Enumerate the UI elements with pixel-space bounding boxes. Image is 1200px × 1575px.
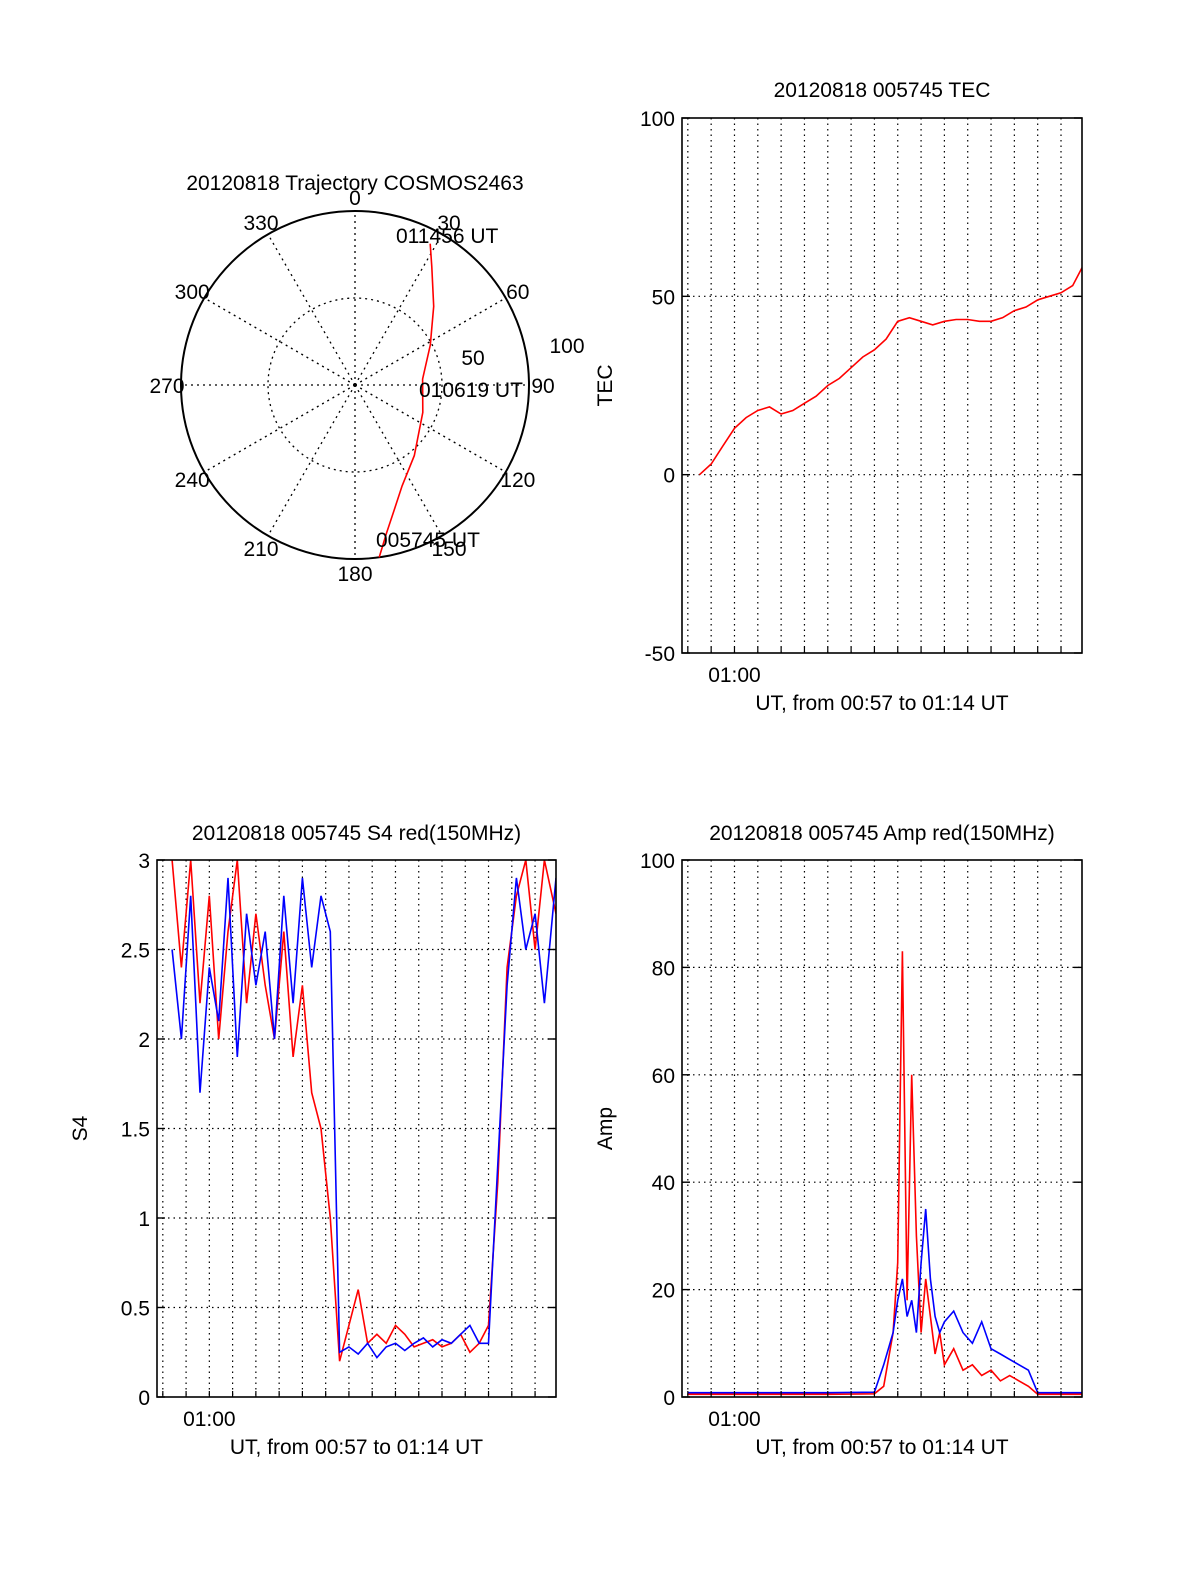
polar-angle-label: 300 xyxy=(175,281,210,304)
y-tick-label: 2.5 xyxy=(121,940,150,963)
polar-angle-label: 60 xyxy=(506,281,529,304)
polar-angle-label: 0 xyxy=(349,187,361,210)
polar-angle-label: 120 xyxy=(500,469,535,492)
y-tick-label: 80 xyxy=(652,957,675,980)
y-axis-label: Amp xyxy=(594,1107,617,1150)
polar-angle-label: 210 xyxy=(243,538,278,561)
trajectory-line xyxy=(378,243,435,558)
y-tick-label: 1.5 xyxy=(121,1119,150,1142)
polar-grid-spoke xyxy=(203,297,356,386)
polar-grid-spoke xyxy=(203,384,356,473)
y-tick-label: -50 xyxy=(645,643,675,666)
red-series-line xyxy=(698,267,1082,476)
polar-chart-title: 20120818 Trajectory COSMOS2463 xyxy=(186,172,523,195)
y-tick-label: 60 xyxy=(652,1065,675,1088)
polar-grid-spoke xyxy=(267,384,356,537)
polar-grid-ring xyxy=(267,297,443,473)
y-tick-label: 0 xyxy=(138,1387,150,1410)
y-tick-label: 0 xyxy=(663,1387,675,1410)
x-axis-label: UT, from 00:57 to 01:14 UT xyxy=(755,692,1008,715)
y-tick-label: 50 xyxy=(652,286,675,309)
chart-title: 20120818 005745 S4 red(150MHz) xyxy=(192,822,521,845)
trajectory-end-label: 011456 UT xyxy=(396,225,499,248)
polar-grid-spoke xyxy=(354,233,443,386)
chart-title: 20120818 005745 TEC xyxy=(774,79,991,102)
polar-radial-tick-label: 50 xyxy=(461,347,484,370)
y-axis-label: TEC xyxy=(594,365,617,407)
polar-angle-label: 30 xyxy=(437,212,460,235)
chart-title: 20120818 005745 Amp red(150MHz) xyxy=(709,822,1055,845)
polar-angle-label: 180 xyxy=(337,563,372,586)
polar-angle-label: 150 xyxy=(431,538,466,561)
polar-outer-ring xyxy=(180,210,530,560)
polar-grid-spoke xyxy=(354,297,507,386)
x-axis-label: UT, from 00:57 to 01:14 UT xyxy=(230,1436,483,1459)
y-tick-label: 2 xyxy=(138,1029,150,1052)
red-series-line xyxy=(171,860,556,1362)
red-series-line xyxy=(687,951,1082,1396)
blue-series-line xyxy=(687,1208,1082,1394)
y-axis-label: S4 xyxy=(69,1115,92,1141)
polar-grid-spoke xyxy=(354,384,443,537)
trajectory-start-label: 005745 UT xyxy=(376,529,480,552)
y-tick-label: 0 xyxy=(663,465,675,488)
polar-angle-label: 270 xyxy=(149,375,184,398)
y-tick-label: 40 xyxy=(652,1172,675,1195)
y-tick-label: 0.5 xyxy=(121,1298,150,1321)
polar-angle-label: 90 xyxy=(531,375,554,398)
x-tick-label: 01:00 xyxy=(183,1408,236,1431)
x-axis-label: UT, from 00:57 to 01:14 UT xyxy=(755,1436,1008,1459)
polar-radial-tick-label: 100 xyxy=(549,335,584,358)
y-tick-label: 100 xyxy=(640,850,675,873)
y-tick-label: 100 xyxy=(640,108,675,131)
polar-grid-spoke xyxy=(354,384,507,473)
polar-grid-spoke xyxy=(267,233,356,386)
trajectory-mid-label: 010619 UT xyxy=(419,379,523,402)
y-tick-label: 20 xyxy=(652,1280,675,1303)
polar-angle-label: 240 xyxy=(175,469,210,492)
x-tick-label: 01:00 xyxy=(708,1408,761,1431)
blue-series-line xyxy=(171,877,556,1359)
x-tick-label: 01:00 xyxy=(708,664,761,687)
y-tick-label: 1 xyxy=(138,1208,150,1231)
plot-frame xyxy=(681,117,1083,654)
polar-angle-label: 330 xyxy=(243,212,278,235)
y-tick-label: 3 xyxy=(138,850,150,873)
plot-frame xyxy=(681,859,1083,1398)
